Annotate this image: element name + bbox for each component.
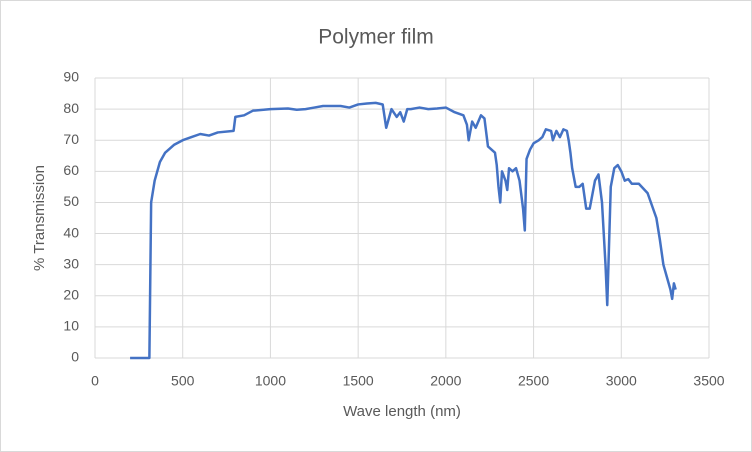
y-tick-label: 70	[63, 131, 79, 147]
y-tick-label: 40	[63, 224, 79, 240]
x-tick-label: 2000	[430, 373, 461, 389]
x-tick-label: 0	[91, 373, 99, 389]
x-axis-title: Wave length (nm)	[343, 403, 461, 420]
y-tick-label: 0	[71, 349, 79, 365]
data-line	[130, 101, 677, 360]
y-tick-label: 10	[63, 318, 79, 334]
y-tick-label: 90	[63, 69, 79, 85]
x-tick-label: 3000	[606, 373, 637, 389]
chart-title: Polymer film	[318, 26, 434, 49]
y-tick-label: 60	[63, 162, 79, 178]
x-tick-label: 1000	[255, 373, 286, 389]
y-tick-label: 50	[63, 193, 79, 209]
x-tick-label: 2500	[518, 373, 549, 389]
y-tick-label: 20	[63, 286, 79, 302]
x-tick-label: 3500	[693, 373, 724, 389]
x-tick-label: 1500	[343, 373, 374, 389]
y-tick-label: 30	[63, 255, 79, 271]
y-axis-title: % Transmission	[31, 165, 48, 271]
y-tick-label: 80	[63, 100, 79, 116]
x-tick-label: 500	[171, 373, 195, 389]
